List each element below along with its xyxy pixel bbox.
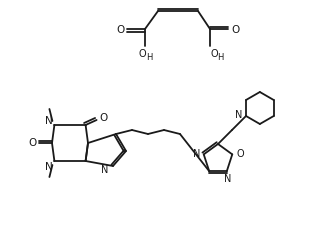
Text: O: O (99, 112, 108, 122)
Text: N: N (193, 149, 200, 159)
Text: O: O (231, 25, 239, 35)
Text: O: O (138, 49, 146, 59)
Text: H: H (217, 52, 223, 61)
Text: N: N (224, 173, 231, 183)
Text: N: N (45, 116, 52, 125)
Text: O: O (28, 137, 36, 147)
Text: O: O (116, 25, 124, 35)
Text: N: N (235, 109, 243, 119)
Text: H: H (146, 52, 152, 61)
Text: O: O (210, 49, 218, 59)
Text: N: N (101, 164, 109, 174)
Text: N: N (45, 161, 52, 171)
Text: O: O (236, 149, 244, 159)
